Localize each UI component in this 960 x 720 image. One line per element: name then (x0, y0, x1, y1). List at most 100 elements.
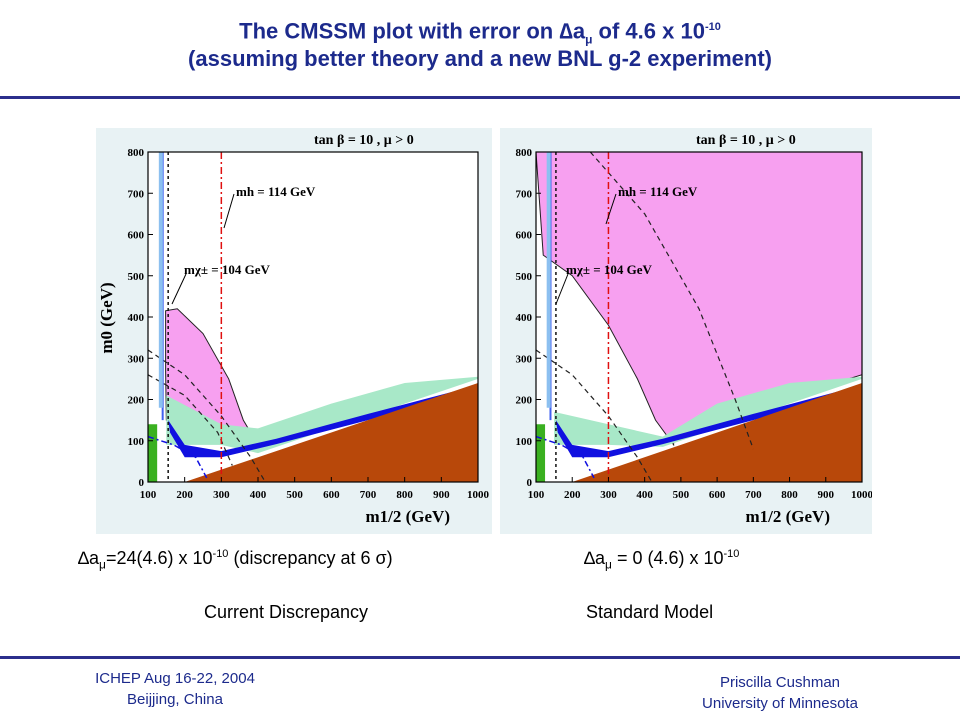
r-y-tick-label: 300 (516, 353, 533, 365)
l-y-tick-label: 100 (128, 436, 145, 448)
l-y-tick-label: 700 (128, 188, 145, 200)
r-y-tick-label: 500 (516, 271, 533, 283)
l-x-tick-label: 500 (286, 489, 303, 501)
l-y-tick-label: 0 (139, 477, 145, 489)
right-y-ticks: 0 100 200 300 400 500 600 700 800 (516, 147, 541, 489)
top-divider (0, 96, 960, 99)
left-caption: ∆aμ=24(4.6) x 10-10 (discrepancy at 6 σ) (78, 548, 393, 572)
r-x-tick-label: 900 (818, 489, 835, 501)
l-x-tick-label: 400 (250, 489, 267, 501)
r-y-tick-label: 400 (516, 312, 533, 324)
footer-left: ICHEP Aug 16-22, 2004 Beijjing, China (60, 668, 290, 710)
left-subtitle: Current Discrepancy (204, 602, 369, 622)
title-text-pre: The CMSSM plot with error on (239, 18, 560, 44)
r-x-tick-label: 700 (745, 489, 762, 501)
bottom-divider (0, 656, 960, 659)
left-caption-text: =24(4.6) x 10 (105, 548, 213, 568)
left-y-ticks: 0 100 200 300 400 500 600 700 800 (128, 147, 153, 489)
right-dashed-curve-1 (536, 349, 653, 482)
right-x-axis-label: m1/2 (GeV) (745, 507, 830, 526)
l-y-tick-label: 800 (128, 147, 145, 159)
caption-delta-right: ∆ (584, 548, 596, 568)
l-y-tick-label: 500 (128, 271, 145, 283)
left-x-ticks: 100 200 300 400 500 600 700 800 900 1000 (140, 477, 490, 501)
left-lime-region (148, 424, 158, 482)
left-caption-post: (discrepancy at 6 (228, 548, 376, 568)
sigma-symbol: σ (375, 548, 387, 568)
right-chart: 100 200 300 400 500 600 700 800 900 1000 01002003… (500, 128, 872, 534)
l-x-tick-label: 800 (396, 489, 413, 501)
r-y-tick-label: 800 (516, 147, 533, 159)
left-dashed-curve-2 (148, 374, 233, 466)
footer-location: Beijjing, China (127, 691, 223, 708)
left-green-band (166, 376, 478, 454)
l-y-tick-label: 200 (128, 395, 145, 407)
caption-delta: ∆ (78, 548, 90, 568)
caption-mu-right: μ (605, 557, 612, 572)
r-y-tick-label: 100 (516, 436, 533, 448)
caption-mu: μ (99, 557, 106, 572)
l-x-tick-label: 600 (323, 489, 340, 501)
right-green-band (554, 376, 862, 447)
l-y-tick-label: 600 (128, 230, 145, 242)
left-blue-strip (168, 385, 478, 458)
right-x-ticks: 100 200 300 400 500 600 700 800 900 1000 (528, 477, 872, 501)
left-caption-exponent: -10 (212, 548, 229, 560)
caption-a: a (89, 548, 100, 568)
right-mh-pointer (605, 193, 617, 225)
page-title-line2: (assuming better theory and a new BNL g-… (188, 46, 772, 71)
right-blue-strip (555, 385, 862, 458)
right-corner-label: tan β = 10 , μ > 0 (696, 133, 796, 148)
right-caption: ∆aμ = 0 (4.6) x 10-10 (584, 548, 739, 572)
left-mh-pointer (223, 193, 235, 229)
right-pink-region (536, 152, 862, 447)
r-y-tick-label: 600 (516, 230, 533, 242)
left-chargino-annotation: mχ± = 104 GeV (184, 262, 271, 277)
left-mh-annotation: mh = 114 GeV (236, 184, 316, 199)
l-x-tick-label: 900 (433, 489, 450, 501)
left-chart: 100 200 300 400 500 600 700 800 900 1000 01002003… (96, 128, 492, 534)
r-y-tick-label: 700 (516, 188, 533, 200)
r-x-tick-label: 200 (564, 489, 581, 501)
l-y-tick-label: 400 (128, 312, 145, 324)
l-x-tick-label: 700 (360, 489, 377, 501)
r-x-tick-label: 800 (781, 489, 798, 501)
footer-conference: ICHEP Aug 16-22, 2004 (95, 670, 255, 687)
right-lime-region (536, 424, 546, 482)
right-subtitle: Standard Model (586, 602, 714, 622)
r-x-tick-label: 300 (600, 489, 617, 501)
a-symbol: a (572, 18, 586, 44)
title-exponent: -10 (704, 21, 721, 33)
r-x-tick-label: 100 (528, 489, 545, 501)
right-chargino-annotation: mχ± = 104 GeV (566, 262, 653, 277)
right-mh-annotation: mh = 114 GeV (618, 184, 698, 199)
r-x-tick-label: 600 (709, 489, 726, 501)
footer-right: Priscilla Cushman University of Minnesot… (660, 672, 900, 714)
right-dashed-curve-2 (589, 152, 754, 450)
title-text-mid: of 4.6 x 10 (592, 18, 705, 44)
mu-subscript: μ (585, 32, 593, 47)
r-y-tick-label: 200 (516, 395, 533, 407)
r-x-tick-label: 500 (673, 489, 690, 501)
right-caption-exponent: -10 (723, 548, 740, 560)
r-x-tick-label: 400 (636, 489, 653, 501)
l-x-tick-label: 300 (213, 489, 230, 501)
right-chargino-pointer (555, 273, 569, 305)
r-y-tick-label: 0 (527, 477, 533, 489)
l-x-tick-label: 100 (140, 489, 157, 501)
left-chargino-pointer (171, 273, 187, 305)
left-x-axis-label: m1/2 (GeV) (365, 507, 450, 526)
caption-a-right: a (595, 548, 606, 568)
footer-author: Priscilla Cushman (719, 674, 841, 691)
left-caption-close: ) (386, 548, 393, 568)
left-y-axis-label: m0 (GeV) (97, 282, 116, 353)
page-title-line1: The CMSSM plot with error on ∆aμ of 4.6 … (0, 14, 960, 53)
l-y-tick-label: 300 (128, 353, 145, 365)
delta-symbol: ∆ (559, 18, 573, 44)
l-x-tick-label: 1000 (467, 489, 490, 501)
left-corner-label: tan β = 10 , μ > 0 (314, 133, 414, 148)
r-x-tick-label: 1000 (851, 489, 872, 501)
l-x-tick-label: 200 (176, 489, 193, 501)
right-caption-text: = 0 (4.6) x 10 (611, 548, 724, 568)
footer-affiliation: University of Minnesota (702, 695, 858, 712)
